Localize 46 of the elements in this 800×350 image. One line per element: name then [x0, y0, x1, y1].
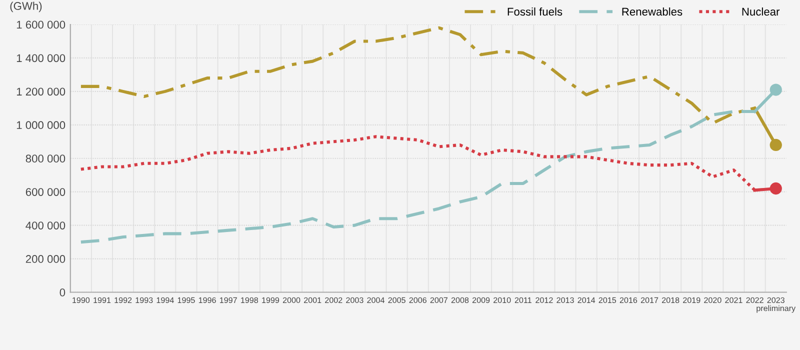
x-tick-label: 2016	[620, 297, 638, 304]
y-tick-label: 1 400 000	[16, 54, 66, 62]
x-tick-label: 1996	[198, 297, 216, 304]
x-tick-label: 2017	[640, 297, 658, 304]
y-tick-label: 800 000	[26, 154, 66, 163]
x-tick-label: 2002	[325, 297, 342, 304]
legend-label: Renewables	[622, 7, 682, 16]
x-tick-label: 2019	[683, 297, 700, 304]
x-tick-label: 2018	[662, 297, 680, 304]
x-tick-label: 1995	[178, 297, 195, 304]
x-tick-label: 2004	[367, 297, 384, 304]
x-tick-label: 2003	[346, 297, 364, 304]
x-tick-label: 1991	[94, 297, 111, 304]
x-tick-label: 2013	[556, 297, 574, 304]
x-tick-label: 1992	[114, 297, 132, 304]
y-tick-label: 0	[60, 288, 66, 296]
x-tick-label: 2007	[430, 297, 448, 304]
x-tick-label: 1990	[72, 297, 90, 304]
x-tick-label: 2010	[494, 297, 511, 304]
x-tick-label: 2022	[746, 297, 764, 304]
y-tick-label: 600 000	[26, 188, 66, 196]
x-tick-label: 2006	[409, 297, 426, 304]
y-tick-label: 1 000 000	[16, 121, 66, 130]
x-tick-label: 1993	[136, 297, 153, 304]
x-tick-label: 1998	[241, 297, 258, 304]
legend-label: Fossil fuels	[508, 7, 562, 16]
y-tick-label: 400 000	[26, 222, 66, 230]
x-tick-label: 1994	[156, 297, 174, 304]
x-tick-label: 2000	[282, 297, 300, 304]
x-tick-label: 2015	[598, 297, 616, 304]
x-tick-label: 2011	[514, 297, 532, 304]
x-tick-label: 2012	[536, 297, 553, 304]
x-tick-label: 2008	[451, 297, 469, 304]
x-tick-label: 1997	[220, 297, 237, 304]
x-tick-label: 2005	[388, 297, 406, 304]
x-tick-label: 2001	[304, 297, 322, 304]
y-axis-title: (GWh)	[10, 2, 42, 12]
x-tick-label: 2021	[725, 297, 742, 304]
x-tick-label: 2009	[472, 297, 490, 304]
x-tick-label: 2014	[578, 297, 596, 304]
y-tick-label: 200 000	[26, 255, 66, 263]
y-tick-label: 1 200 000	[16, 88, 66, 96]
y-tick-label: 1 600 000	[16, 20, 66, 29]
x-tick-label: 2020	[704, 297, 722, 304]
legend-label: Nuclear	[742, 7, 780, 16]
x-tick-label: 1999	[262, 297, 280, 304]
